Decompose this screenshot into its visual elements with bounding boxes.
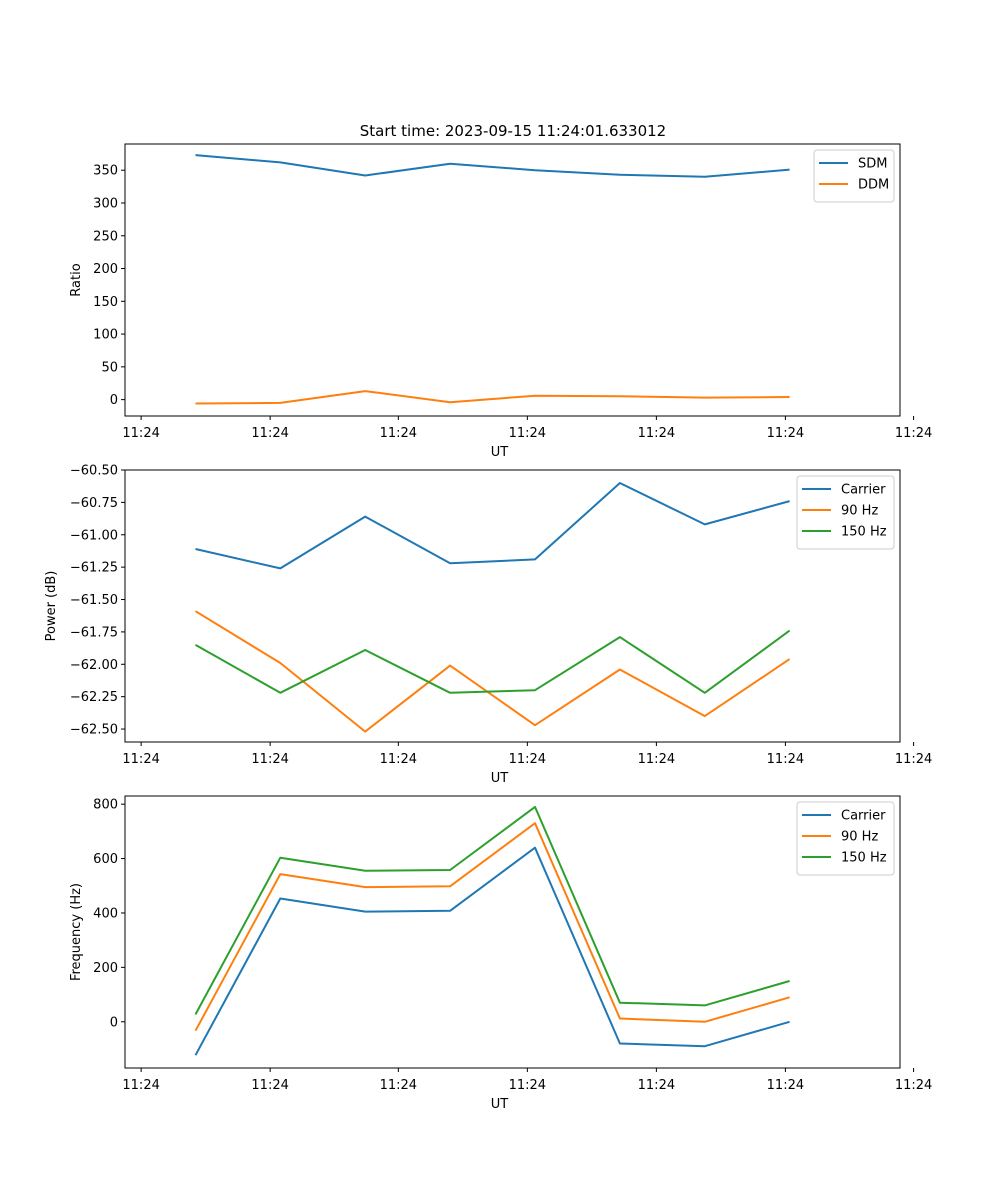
series-line-90-hz	[194, 822, 790, 1032]
series-line-carrier	[194, 846, 790, 1056]
y-tick-label: 250	[93, 229, 118, 244]
legend-label: 90 Hz	[841, 830, 878, 845]
y-tick-label: 600	[93, 852, 118, 867]
y-tick-label: −60.75	[70, 496, 118, 511]
x-axis-label: UT	[491, 1097, 509, 1112]
y-tick-label: −62.00	[70, 658, 118, 673]
chart-2: −60.50 −60.75 −61.00 −61.25 −61.50 −61.75 −62.…	[44, 464, 932, 787]
x-tick-label: 11:24	[380, 426, 417, 441]
x-tick-label: 11:24	[638, 752, 675, 767]
y-tick-label: −61.50	[70, 593, 118, 608]
legend-label: 90 Hz	[841, 504, 878, 519]
legend-label: DDM	[858, 178, 889, 193]
x-axis-label: UT	[491, 445, 509, 460]
legend: Carrier 90 Hz 150 Hz	[796, 475, 895, 550]
y-axis-label: Ratio	[69, 263, 84, 296]
legend-label: 150 Hz	[841, 851, 887, 866]
y-tick-label: 100	[93, 328, 118, 343]
legend-label: 150 Hz	[841, 525, 887, 540]
x-tick-label: 11:24	[895, 752, 932, 767]
y-tick-label: −62.50	[70, 723, 118, 738]
x-tick-label: 11:24	[122, 1078, 159, 1093]
series-line-carrier	[195, 482, 790, 570]
x-tick-label: 11:24	[767, 752, 804, 767]
y-tick-label: 200	[93, 262, 118, 277]
y-tick-label: 200	[93, 961, 118, 976]
x-tick-label: 11:24	[895, 1078, 932, 1093]
x-tick-label: 11:24	[380, 752, 417, 767]
y-tick-label: 0	[110, 393, 118, 408]
legend-label: Carrier	[841, 809, 886, 824]
series-line-sdm	[195, 154, 790, 178]
x-tick-label: 11:24	[767, 1078, 804, 1093]
chart-1: 0 50 100 150 200 250 300 350 11:24 11:24 11:24 11:2…	[69, 143, 932, 460]
y-tick-label: 50	[101, 360, 118, 375]
legend: SDM DDM	[813, 149, 895, 203]
x-tick-label: 11:24	[251, 752, 288, 767]
plot-frame	[124, 795, 901, 1069]
y-tick-label: −61.00	[70, 528, 118, 543]
y-axis-label: Power (dB)	[44, 571, 59, 642]
series-line-150-hz	[195, 629, 791, 694]
x-tick-label: 11:24	[767, 426, 804, 441]
y-tick-label: −61.25	[70, 561, 118, 576]
legend-label: Carrier	[841, 483, 886, 498]
x-axis-label: UT	[491, 771, 509, 786]
y-tick-label: −62.25	[70, 690, 118, 705]
x-tick-label: 11:24	[638, 426, 675, 441]
legend: Carrier 90 Hz 150 Hz	[796, 801, 895, 876]
series-line-ddm	[195, 390, 790, 405]
series-line-90-hz	[194, 610, 791, 733]
x-tick-label: 11:24	[251, 1078, 288, 1093]
x-tick-label: 11:24	[509, 752, 546, 767]
x-tick-label: 11:24	[251, 426, 288, 441]
x-tick-label: 11:24	[895, 426, 932, 441]
y-tick-label: 150	[93, 295, 118, 310]
y-tick-label: −60.50	[70, 464, 118, 479]
y-tick-label: 800	[93, 798, 118, 813]
plot-frame	[124, 469, 901, 743]
chart-3: 0 200 400 600 800 11:24 11:24 11:24 11:24 11:24 11…	[69, 795, 932, 1112]
x-tick-label: 11:24	[638, 1078, 675, 1093]
y-axis-label: Frequency (Hz)	[69, 883, 84, 981]
figure-title: Start time: 2023-09-15 11:24:01.633012	[360, 122, 666, 140]
y-tick-label: 350	[93, 164, 118, 179]
y-tick-label: −61.75	[70, 625, 118, 640]
x-tick-label: 11:24	[380, 1078, 417, 1093]
y-tick-label: 0	[110, 1015, 118, 1030]
x-tick-label: 11:24	[122, 426, 159, 441]
x-tick-label: 11:24	[122, 752, 159, 767]
legend-label: SDM	[858, 157, 887, 172]
x-tick-label: 11:24	[509, 1078, 546, 1093]
y-tick-label: 400	[93, 906, 118, 921]
x-tick-label: 11:24	[509, 426, 546, 441]
y-tick-label: 300	[93, 196, 118, 211]
series-line-150-hz	[194, 805, 790, 1015]
plot-frame	[124, 143, 901, 417]
